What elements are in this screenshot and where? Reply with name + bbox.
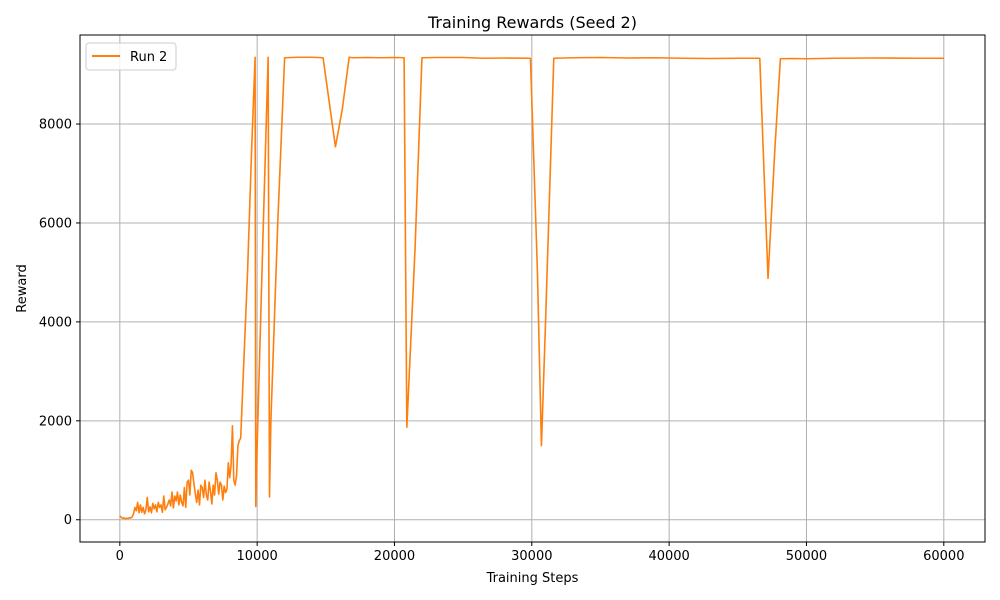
grid xyxy=(80,35,985,542)
y-axis-ticks: 0 2000 4000 6000 8000 xyxy=(39,118,80,528)
x-axis-label: Training Steps xyxy=(486,571,579,586)
x-tick-label: 20000 xyxy=(374,549,415,564)
legend-box xyxy=(85,42,177,71)
series-line-run-2 xyxy=(119,56,944,520)
x-tick-label: 0 xyxy=(116,549,124,564)
y-tick-label: 8000 xyxy=(39,118,72,133)
y-tick-label: 4000 xyxy=(39,315,72,330)
x-tick-label: 10000 xyxy=(236,549,277,564)
legend-label-run-2: Run 2 xyxy=(130,50,167,65)
series-layer xyxy=(119,56,944,520)
y-tick-label: 0 xyxy=(64,513,72,528)
x-tick-label: 30000 xyxy=(511,549,552,564)
x-tick-label: 60000 xyxy=(923,549,964,564)
y-axis-label: Reward xyxy=(15,264,30,312)
y-tick-label: 6000 xyxy=(39,216,72,231)
x-axis-ticks: 0 10000 20000 30000 40000 50000 60000 xyxy=(116,542,964,564)
chart-title: Training Rewards (Seed 2) xyxy=(427,13,637,32)
x-tick-label: 50000 xyxy=(786,549,827,564)
legend: Run 2 xyxy=(85,42,177,71)
plot-frame xyxy=(79,34,986,543)
x-tick-label: 40000 xyxy=(648,549,689,564)
y-tick-label: 2000 xyxy=(39,414,72,429)
